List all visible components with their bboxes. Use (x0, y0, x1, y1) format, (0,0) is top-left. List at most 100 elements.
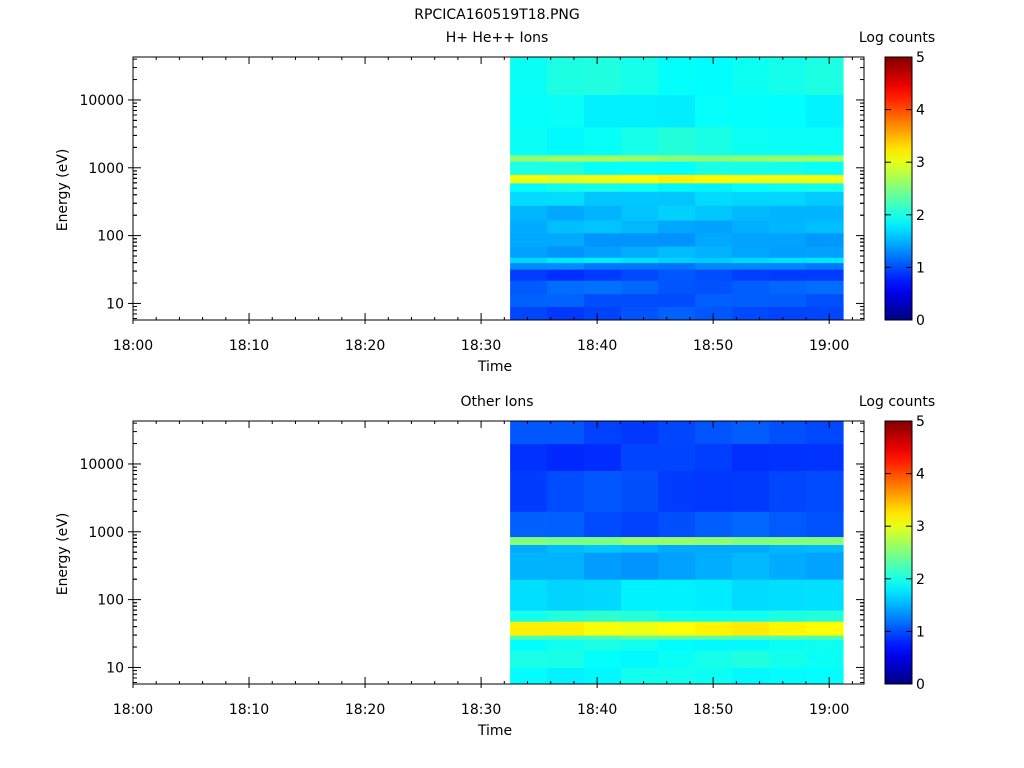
x-axis-label: Time (477, 723, 512, 739)
heatmap-cell (769, 182, 807, 192)
heatmap-cell (695, 421, 733, 445)
heatmap-cell (769, 174, 807, 184)
x-tick-label: 18:00 (113, 702, 153, 718)
x-tick-label: 19:00 (809, 338, 849, 354)
heatmap-cell (547, 269, 585, 281)
colorbar-tick-label: 0 (916, 677, 925, 693)
heatmap-cell (695, 293, 733, 308)
heatmap-cell (769, 219, 807, 234)
heatmap-cell (732, 639, 770, 651)
y-tick-label: 10 (106, 296, 124, 312)
heatmap-cell (806, 232, 844, 247)
heatmap-cell (769, 306, 807, 321)
heatmap-cell (695, 511, 733, 538)
heatmap-cell (806, 219, 844, 234)
heatmap-cell (584, 421, 622, 445)
heatmap-cell (547, 621, 585, 636)
heatmap-cell (510, 269, 548, 281)
heatmap-cell (769, 639, 807, 651)
heatmap-cell (695, 246, 733, 258)
heatmap-cell (658, 280, 696, 295)
heatmap-cell (510, 191, 548, 206)
x-axis-label: Time (477, 359, 512, 375)
heatmap-cell (806, 579, 844, 611)
heatmap-cell (769, 126, 807, 156)
heatmap-cell (806, 126, 844, 156)
heatmap-cell (769, 257, 807, 264)
heatmap-cell (510, 470, 548, 512)
heatmap-cell (658, 232, 696, 247)
colorbar-tick-label: 1 (916, 624, 925, 640)
heatmap-cell (658, 511, 696, 538)
heatmap-cell (732, 154, 770, 162)
heatmap-cell (547, 262, 585, 270)
heatmap-cell (547, 635, 585, 640)
heatmap-cell (695, 579, 733, 611)
heatmap-cell (806, 610, 844, 622)
heatmap-cell (769, 511, 807, 538)
heatmap-cell (547, 610, 585, 622)
heatmap-cell (732, 635, 770, 640)
heatmap-cell (658, 306, 696, 321)
heatmap-cell (510, 174, 548, 184)
heatmap-cell (621, 262, 659, 270)
heatmap-cell (547, 191, 585, 206)
heatmap-cell (769, 246, 807, 258)
heatmap-cell (547, 182, 585, 192)
colorbar-tick-label: 1 (916, 260, 925, 276)
heatmap-cell (510, 182, 548, 192)
heatmap-cell (732, 219, 770, 234)
heatmap-cell (621, 246, 659, 258)
panel-title: H+ He++ Ions (446, 30, 549, 46)
colorbar-tick-label: 5 (916, 50, 925, 66)
heatmap-cell (658, 610, 696, 622)
heatmap-cell (584, 293, 622, 308)
heatmap-cell (769, 635, 807, 640)
heatmap-cell (806, 293, 844, 308)
x-tick-label: 18:10 (229, 338, 269, 354)
heatmap-cell (510, 536, 548, 545)
heatmap-cell (732, 552, 770, 580)
heatmap-cell (769, 470, 807, 512)
x-tick-label: 18:10 (229, 702, 269, 718)
heatmap-cell (621, 621, 659, 636)
heatmap-cell (621, 57, 659, 96)
heatmap-cell (621, 191, 659, 206)
heatmap-cell (806, 280, 844, 295)
heatmap-cell (584, 246, 622, 258)
heatmap-cell (806, 650, 844, 668)
heatmap-cell (658, 205, 696, 221)
y-tick-label: 10000 (79, 93, 124, 109)
heatmap-cell (621, 161, 659, 175)
heatmap-cell (547, 57, 585, 96)
heatmap-cell (732, 421, 770, 445)
heatmap-cell (510, 57, 548, 96)
heatmap-cell (547, 174, 585, 184)
heatmap-cell (547, 511, 585, 538)
heatmap-cell (584, 621, 622, 636)
heatmap-cell (510, 126, 548, 156)
heatmap-cell (621, 174, 659, 184)
heatmap (510, 57, 844, 321)
heatmap-cell (806, 262, 844, 270)
heatmap-cell (658, 421, 696, 445)
heatmap-cell (621, 552, 659, 580)
figure-title: RPCICA160519T18.PNG (414, 7, 579, 23)
heatmap-cell (806, 269, 844, 281)
heatmap-cell (547, 154, 585, 162)
heatmap-cell (658, 579, 696, 611)
heatmap-cell (621, 154, 659, 162)
colorbar-tick-label: 3 (916, 155, 925, 171)
heatmap-cell (621, 293, 659, 308)
heatmap-cell (584, 126, 622, 156)
heatmap-cell (547, 650, 585, 668)
heatmap-cell (621, 635, 659, 640)
heatmap-cell (621, 639, 659, 651)
heatmap-cell (769, 443, 807, 472)
colorbar-tick-label: 4 (916, 467, 925, 483)
heatmap-cell (658, 154, 696, 162)
heatmap-cell (806, 94, 844, 128)
x-tick-label: 19:00 (809, 702, 849, 718)
heatmap-cell (584, 443, 622, 472)
heatmap-cell (510, 421, 548, 445)
